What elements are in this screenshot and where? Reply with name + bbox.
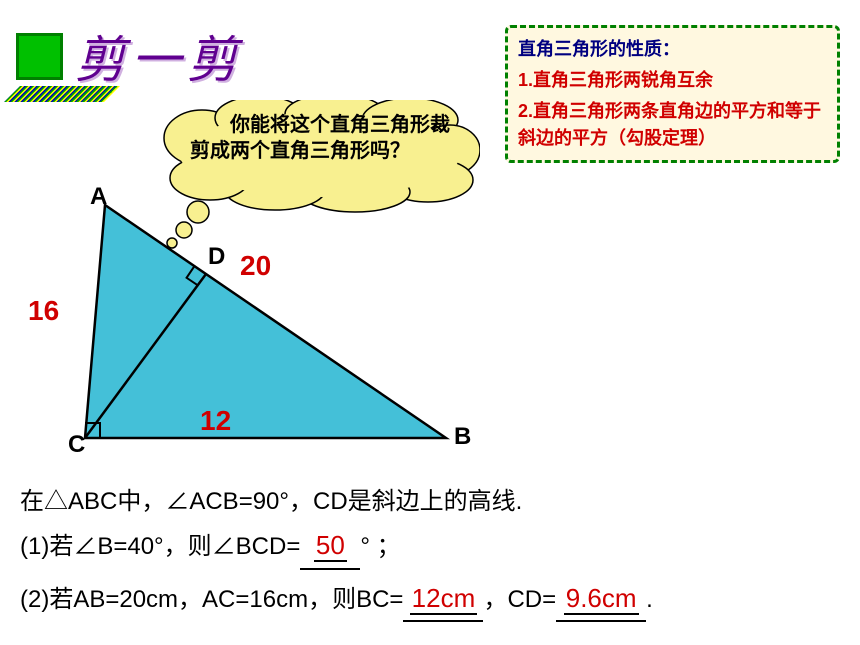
thought-text: 你能将这个直角三角形裁剪成两个直角三角形吗？ [190, 112, 460, 164]
header: 剪一剪 [12, 20, 243, 92]
page-title: 剪一剪 [75, 20, 243, 92]
triangle-abc [85, 205, 446, 438]
vertex-b: B [454, 423, 471, 451]
q2-mid: ，CD= [483, 586, 556, 613]
q2-post: . [646, 586, 653, 613]
problem-q1: (1)若∠B=40°，则∠BCD= 50 ° ； [20, 523, 840, 570]
side-ab-value: 20 [240, 250, 271, 282]
q1-answer: 50 [314, 530, 347, 562]
side-ac-value: 16 [28, 295, 59, 327]
q2-answer-cd: 9.6cm [564, 583, 639, 615]
callout-heading: 直角三角形的性质： [518, 36, 827, 63]
side-cb-value: 12 [200, 405, 231, 437]
triangle-diagram: A B C D 20 16 12 [30, 195, 500, 455]
problem-text: 在△ABC中，∠ACB=90°，CD是斜边上的高线. (1)若∠B=40°，则∠… [20, 482, 840, 622]
problem-q2: (2)若AB=20cm，AC=16cm，则BC= 12cm，CD= 9.6cm. [20, 576, 840, 623]
thought-bubble: 你能将这个直角三角形裁剪成两个直角三角形吗？ [160, 100, 460, 195]
header-icon [12, 29, 67, 84]
callout-property-1: 1.直角三角形两锐角互余 [518, 67, 827, 94]
q1-post: ° ； [360, 533, 400, 560]
q2-pre: (2)若AB=20cm，AC=16cm，则BC= [20, 586, 403, 613]
vertex-d: D [208, 243, 225, 271]
properties-callout: 直角三角形的性质： 1.直角三角形两锐角互余 2.直角三角形两条直角边的平方和等… [505, 25, 840, 163]
vertex-a: A [90, 183, 107, 211]
vertex-c: C [68, 431, 85, 459]
q2-answer-bc: 12cm [410, 583, 478, 615]
q1-pre: (1)若∠B=40°，则∠BCD= [20, 533, 300, 560]
callout-property-2: 2.直角三角形两条直角边的平方和等于斜边的平方（勾股定理） [518, 98, 827, 152]
problem-intro: 在△ABC中，∠ACB=90°，CD是斜边上的高线. [20, 482, 840, 523]
triangle-svg [30, 195, 500, 455]
